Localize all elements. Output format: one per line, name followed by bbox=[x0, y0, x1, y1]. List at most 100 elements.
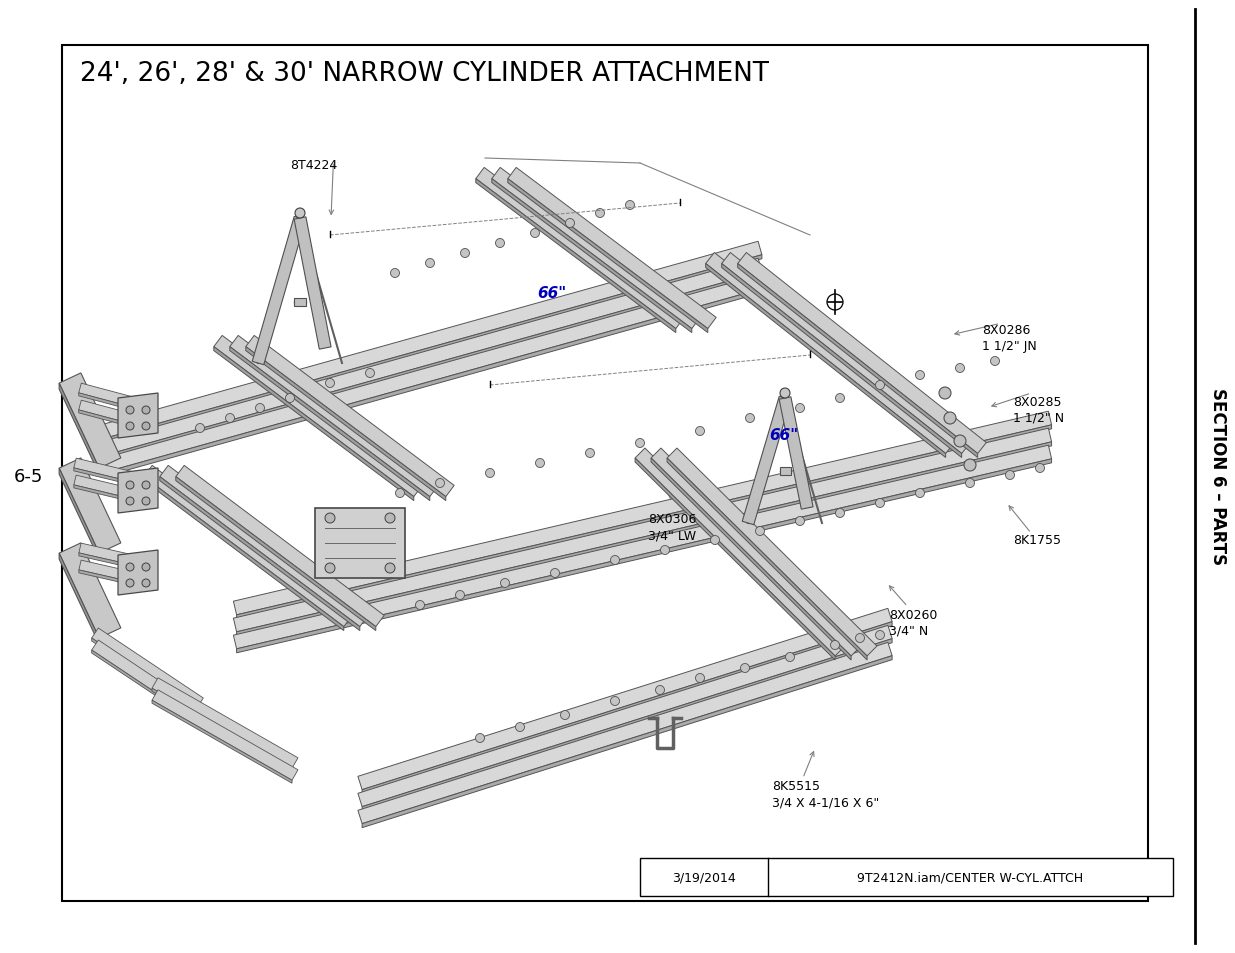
Circle shape bbox=[126, 497, 135, 505]
Circle shape bbox=[695, 674, 704, 682]
Polygon shape bbox=[152, 700, 291, 783]
Polygon shape bbox=[159, 466, 368, 627]
Polygon shape bbox=[667, 458, 867, 660]
Polygon shape bbox=[74, 485, 149, 506]
Polygon shape bbox=[651, 449, 861, 657]
Text: 8X0260
3/4" N: 8X0260 3/4" N bbox=[889, 608, 937, 637]
Circle shape bbox=[256, 404, 264, 413]
Circle shape bbox=[126, 422, 135, 431]
Polygon shape bbox=[233, 412, 1051, 616]
Polygon shape bbox=[152, 679, 298, 768]
Polygon shape bbox=[152, 690, 298, 781]
Circle shape bbox=[395, 489, 405, 498]
Polygon shape bbox=[362, 622, 892, 794]
Circle shape bbox=[956, 364, 965, 374]
Circle shape bbox=[965, 459, 976, 472]
Polygon shape bbox=[667, 449, 877, 657]
Polygon shape bbox=[214, 336, 422, 497]
Circle shape bbox=[939, 388, 951, 399]
Polygon shape bbox=[152, 688, 291, 771]
Circle shape bbox=[746, 414, 755, 423]
Circle shape bbox=[836, 395, 845, 403]
Polygon shape bbox=[59, 374, 121, 469]
Circle shape bbox=[325, 563, 335, 574]
Polygon shape bbox=[651, 458, 851, 660]
Polygon shape bbox=[233, 429, 1051, 632]
Circle shape bbox=[566, 219, 574, 229]
Polygon shape bbox=[705, 253, 955, 454]
Polygon shape bbox=[246, 347, 446, 501]
Text: 8X0286
1 1/2" JN: 8X0286 1 1/2" JN bbox=[982, 324, 1036, 353]
Circle shape bbox=[915, 371, 925, 380]
Polygon shape bbox=[103, 259, 762, 456]
Circle shape bbox=[585, 449, 594, 458]
Polygon shape bbox=[252, 217, 306, 365]
Circle shape bbox=[495, 239, 505, 248]
Circle shape bbox=[390, 269, 399, 278]
Polygon shape bbox=[79, 543, 156, 570]
Polygon shape bbox=[74, 476, 151, 503]
Circle shape bbox=[781, 389, 790, 398]
Circle shape bbox=[142, 563, 149, 572]
Polygon shape bbox=[119, 551, 158, 596]
Polygon shape bbox=[779, 467, 790, 475]
Polygon shape bbox=[705, 264, 946, 458]
Polygon shape bbox=[508, 169, 716, 329]
Polygon shape bbox=[91, 640, 204, 720]
Circle shape bbox=[195, 424, 205, 433]
Circle shape bbox=[836, 509, 845, 518]
Polygon shape bbox=[508, 179, 708, 334]
Circle shape bbox=[142, 407, 149, 415]
Circle shape bbox=[461, 250, 469, 258]
Text: 66": 66" bbox=[537, 286, 567, 301]
Circle shape bbox=[531, 230, 540, 238]
Circle shape bbox=[385, 514, 395, 523]
Polygon shape bbox=[635, 458, 835, 660]
Text: 8X0285
1 1/2" N: 8X0285 1 1/2" N bbox=[1013, 395, 1063, 424]
Circle shape bbox=[795, 404, 804, 413]
Polygon shape bbox=[358, 626, 892, 807]
Circle shape bbox=[126, 407, 135, 415]
Polygon shape bbox=[143, 466, 352, 627]
Circle shape bbox=[142, 497, 149, 505]
Circle shape bbox=[785, 653, 794, 661]
Circle shape bbox=[485, 469, 494, 478]
Circle shape bbox=[856, 634, 864, 643]
Circle shape bbox=[915, 489, 925, 498]
Polygon shape bbox=[779, 397, 813, 510]
Circle shape bbox=[126, 481, 135, 490]
Polygon shape bbox=[358, 609, 892, 790]
Circle shape bbox=[756, 527, 764, 536]
Circle shape bbox=[944, 413, 956, 424]
Polygon shape bbox=[91, 628, 204, 708]
Text: 8X0306
3/4" LW: 8X0306 3/4" LW bbox=[648, 513, 697, 541]
Polygon shape bbox=[246, 336, 454, 497]
Polygon shape bbox=[721, 253, 971, 454]
Circle shape bbox=[990, 357, 999, 366]
Circle shape bbox=[295, 209, 305, 219]
Text: 66": 66" bbox=[769, 428, 799, 443]
Polygon shape bbox=[79, 560, 156, 587]
Text: SECTION 6 – PARTS: SECTION 6 – PARTS bbox=[1209, 388, 1228, 565]
Circle shape bbox=[1005, 471, 1014, 480]
Circle shape bbox=[536, 459, 545, 468]
Polygon shape bbox=[237, 442, 1051, 637]
Circle shape bbox=[636, 439, 645, 448]
Circle shape bbox=[876, 631, 884, 639]
Polygon shape bbox=[103, 242, 762, 438]
Polygon shape bbox=[362, 656, 892, 828]
Text: 6-5: 6-5 bbox=[14, 468, 43, 485]
Circle shape bbox=[710, 536, 720, 545]
Polygon shape bbox=[492, 169, 700, 329]
Circle shape bbox=[1035, 464, 1045, 473]
Polygon shape bbox=[175, 477, 375, 631]
Circle shape bbox=[415, 601, 425, 610]
Polygon shape bbox=[635, 449, 845, 657]
Circle shape bbox=[500, 578, 510, 588]
Polygon shape bbox=[742, 396, 790, 525]
Polygon shape bbox=[119, 469, 158, 514]
Circle shape bbox=[876, 499, 884, 508]
Polygon shape bbox=[230, 336, 438, 497]
Polygon shape bbox=[475, 169, 684, 329]
Circle shape bbox=[126, 579, 135, 587]
